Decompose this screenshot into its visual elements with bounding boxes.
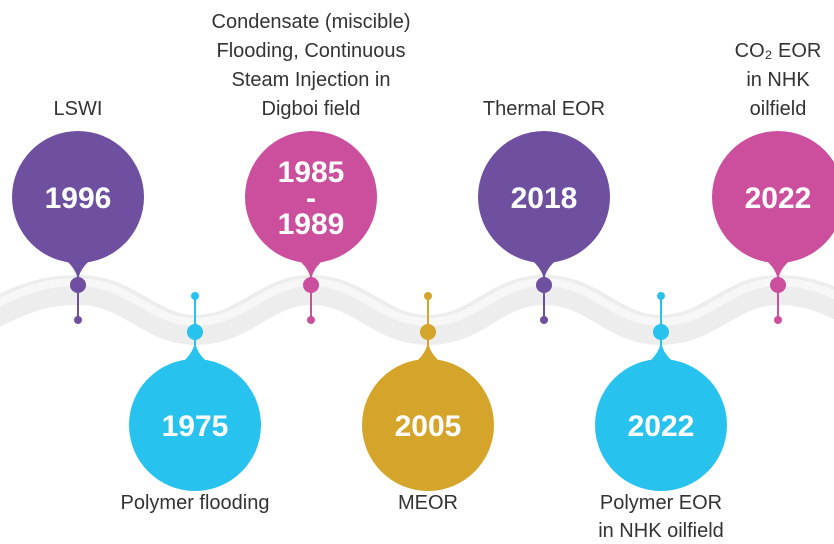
label: LSWI <box>54 98 103 120</box>
year: 1989 <box>278 208 345 241</box>
year: - <box>306 182 316 215</box>
timeline-node: 1975 Polymer flooding <box>121 292 270 514</box>
dot <box>540 316 548 324</box>
label: in NHK <box>746 69 810 91</box>
dot <box>424 292 432 300</box>
year: 2018 <box>511 182 578 215</box>
drop <box>762 257 794 283</box>
node-circle <box>362 359 494 491</box>
label: CO₂ EOR <box>735 40 822 62</box>
timeline-node: 1985-1989 Condensate (miscible) Flooding, … <box>212 11 411 324</box>
dot <box>191 292 199 300</box>
timeline-node: 2018 Thermal EOR <box>478 98 610 324</box>
timeline-node: 1996 LSWI <box>12 98 144 324</box>
label: Flooding, Continuous <box>216 40 405 62</box>
label: Polymer flooding <box>121 492 270 514</box>
drop <box>528 257 560 283</box>
dot <box>774 316 782 324</box>
drop <box>179 339 211 365</box>
drop <box>295 257 327 283</box>
node-circle <box>478 131 610 263</box>
year: 2022 <box>628 410 695 443</box>
label: Digboi field <box>262 98 361 120</box>
node-circle <box>595 359 727 491</box>
dot <box>653 324 669 340</box>
node-circle <box>245 131 377 263</box>
dot <box>70 277 86 293</box>
label: MEOR <box>398 492 458 514</box>
label: Thermal EOR <box>483 98 605 120</box>
drop <box>412 339 444 365</box>
timeline-node: 2022 Polymer EOR in NHK oilfield <box>595 292 727 542</box>
drop <box>645 339 677 365</box>
timeline-node: 2022 CO₂ EOR in NHK oilfield <box>712 40 834 324</box>
year: 1975 <box>162 410 229 443</box>
node-circle <box>712 131 834 263</box>
year: 1996 <box>45 182 112 215</box>
node-circle <box>129 359 261 491</box>
year: 1985 <box>278 156 345 189</box>
label: Polymer EOR <box>600 492 722 514</box>
dot <box>536 277 552 293</box>
label: Steam Injection in <box>232 69 391 91</box>
dot <box>770 277 786 293</box>
dot <box>657 292 665 300</box>
dot <box>74 316 82 324</box>
label: oilfield <box>750 98 807 120</box>
dot <box>307 316 315 324</box>
dot <box>420 324 436 340</box>
drop <box>62 257 94 283</box>
node-circle <box>12 131 144 263</box>
dot <box>303 277 319 293</box>
dot <box>187 324 203 340</box>
year: 2005 <box>395 410 462 443</box>
year: 2022 <box>745 182 812 215</box>
label: Condensate (miscible) <box>212 11 411 33</box>
timeline-node: 2005 MEOR <box>362 292 494 514</box>
label: in NHK oilfield <box>598 520 724 542</box>
